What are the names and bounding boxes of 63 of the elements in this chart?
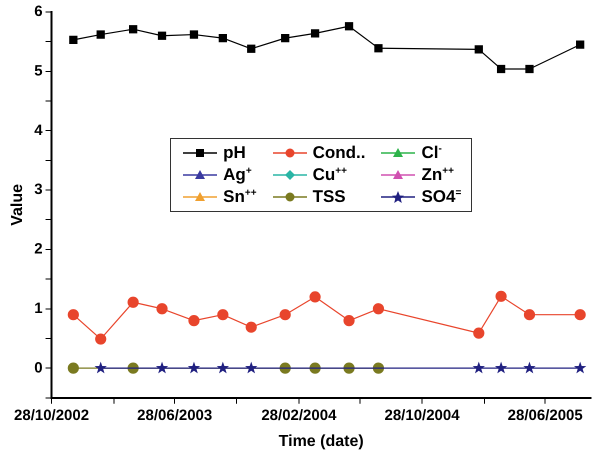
point: [372, 303, 384, 314]
point: [309, 291, 321, 302]
point: [494, 362, 508, 374]
legend-label: Ag$^{+}$: [223, 164, 252, 185]
point: [128, 296, 139, 308]
y-tick-label: 3: [34, 181, 43, 198]
point: [523, 362, 536, 374]
point: [310, 29, 320, 38]
point: [218, 34, 227, 42]
point: [576, 40, 584, 49]
y-tick-label: 0: [34, 359, 43, 376]
point: [495, 290, 507, 302]
x-tick-label: 28/06/2005: [508, 406, 583, 424]
x-tick-label: 28/06/2003: [137, 406, 212, 424]
y-tick-label: 5: [34, 62, 43, 80]
point: [68, 309, 79, 320]
point: [246, 322, 257, 333]
point: [190, 30, 198, 39]
point: [68, 362, 79, 374]
point: [217, 309, 228, 320]
point: [216, 362, 230, 374]
y-tick-label: 4: [34, 122, 44, 139]
legend-label: Cond..: [312, 142, 366, 163]
point: [280, 309, 291, 320]
point: [156, 303, 168, 314]
point: [188, 362, 200, 374]
legend-label: TSS: [312, 186, 346, 207]
x-axis-title: Time (date): [278, 432, 364, 450]
legend-label: Cl$^{-}$: [421, 142, 442, 163]
point: [574, 309, 586, 320]
x-tick-label: 28/10/2004: [384, 406, 460, 424]
legend-label: Sn$^{++}$: [223, 186, 257, 207]
point: [94, 362, 107, 374]
point: [344, 22, 354, 30]
point: [247, 44, 256, 53]
y-axis-title: Value: [9, 184, 26, 226]
point: [156, 362, 168, 374]
point: [472, 362, 485, 374]
point: [474, 45, 483, 54]
point: [158, 32, 166, 40]
point: [245, 362, 258, 374]
y-tick-label: 2: [34, 240, 43, 258]
y-tick-label: 6: [34, 3, 43, 20]
point: [524, 309, 536, 320]
point: [281, 34, 290, 42]
point: [188, 315, 200, 326]
legend-label: Zn$^{++}$: [421, 164, 454, 185]
point: [473, 328, 484, 339]
point: [129, 25, 138, 34]
y-tick-label: 1: [34, 300, 43, 317]
point: [574, 362, 586, 374]
point: [374, 44, 383, 52]
legend-label: pH: [223, 142, 246, 163]
legend-label: SO4$^{=}$: [421, 186, 462, 207]
point: [496, 64, 506, 74]
legend-label: Cu$^{++}$: [312, 164, 347, 185]
point: [343, 315, 355, 326]
point: [69, 36, 78, 44]
point: [525, 64, 534, 74]
x-tick-label: 28/10/2002: [14, 406, 90, 424]
point: [95, 333, 106, 345]
x-tick-label: 28/02/2004: [261, 406, 338, 424]
point: [96, 30, 105, 39]
